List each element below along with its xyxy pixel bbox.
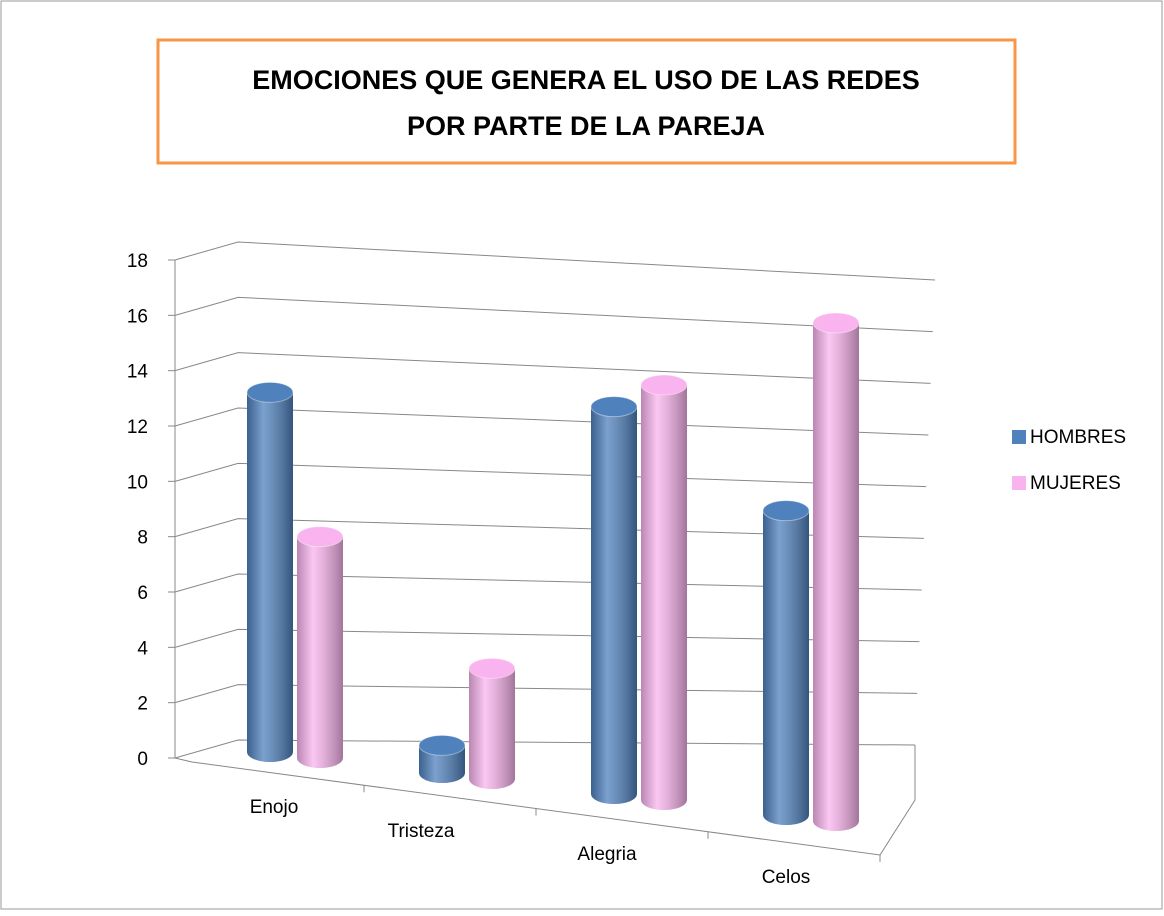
bar [296, 526, 344, 768]
y-tick-label: 4 [137, 638, 148, 659]
y-tick-label: 18 [127, 251, 148, 272]
grid-line [174, 739, 916, 759]
legend-label: MUJERES [1030, 473, 1121, 494]
y-tick-label: 16 [127, 306, 148, 327]
legend-label: HOMBRES [1030, 427, 1126, 448]
bar [812, 312, 860, 831]
bar-shade [813, 323, 859, 831]
bar-top [590, 396, 638, 418]
y-tick-label: 6 [137, 583, 148, 604]
legend-swatch [1012, 430, 1026, 444]
bar-top [418, 734, 466, 756]
chart-title: POR PARTE DE LA PAREJA [407, 111, 765, 141]
grid-line [174, 684, 918, 704]
chart-title: EMOCIONES QUE GENERA EL USO DE LAS REDES [252, 65, 920, 95]
bar-shade [591, 406, 637, 804]
grid-line [174, 628, 920, 648]
bar-shade [641, 385, 687, 810]
bar [640, 374, 688, 810]
bar-top [812, 312, 860, 334]
x-tick-label: Tristeza [388, 821, 455, 842]
grid-line [174, 296, 933, 333]
legend-swatch [1012, 476, 1026, 490]
bar-top [468, 657, 516, 679]
bar-shade [763, 510, 809, 825]
y-tick-label: 10 [127, 472, 148, 493]
y-tick-label: 0 [137, 749, 148, 770]
y-tick-label: 2 [137, 694, 148, 715]
x-tick-label: Celos [762, 867, 811, 888]
bar-shade [419, 745, 465, 783]
grid-line [174, 518, 924, 539]
bar-top [296, 526, 344, 548]
bar [418, 734, 466, 783]
bar-top [246, 381, 294, 403]
grid-line [174, 573, 922, 593]
bar [762, 500, 810, 825]
y-tick-label: 14 [127, 362, 149, 383]
bar-top [640, 374, 688, 396]
y-tick-label: 12 [127, 417, 148, 438]
grid-line [174, 462, 927, 488]
x-tick-label: Enojo [250, 797, 299, 818]
bar-shade [297, 536, 343, 768]
grid-line [174, 241, 936, 281]
grid-line [174, 352, 931, 384]
grid-line [174, 407, 929, 436]
bar [468, 657, 516, 789]
bar [246, 381, 294, 762]
bar-shade [247, 392, 293, 762]
bar-shade [469, 668, 515, 789]
bar-top [762, 500, 810, 522]
x-tick-label: Alegria [577, 844, 637, 865]
y-tick-label: 8 [137, 528, 148, 549]
bar [590, 396, 638, 804]
title-box [156, 38, 1017, 165]
